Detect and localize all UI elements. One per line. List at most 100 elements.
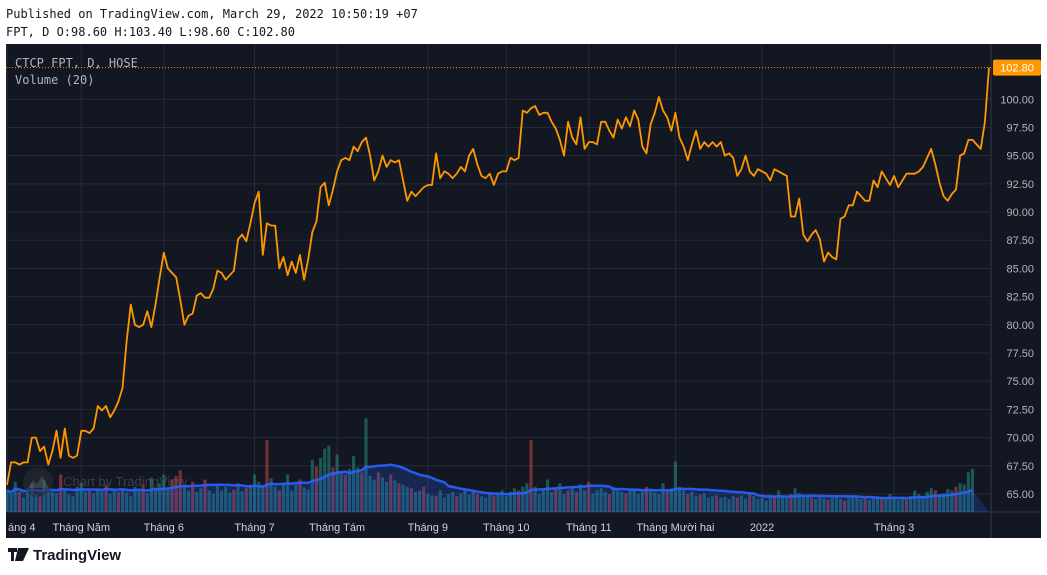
price-tick-label: 77.50 [1006,348,1034,360]
volume-bar [413,491,418,512]
footer-brand[interactable]: TradingView [8,546,121,564]
volume-bar [104,484,108,512]
volume-bar [21,497,26,512]
volume-bar [611,486,616,512]
volume-bar [624,493,628,512]
volume-bar [125,492,129,512]
time-tick-label: Tháng 11 [566,522,612,534]
chart-legend-volume[interactable]: Volume (20) [15,73,94,87]
volume-bar [570,486,574,512]
volume-bar [876,496,880,512]
time-tick-label: Tháng 10 [483,522,529,534]
volume-bar [253,474,257,512]
volume-bar [649,490,653,512]
volume-bar [830,497,834,512]
volume-bar [352,455,356,512]
volume-bar [867,499,871,512]
volume-bar [6,490,9,512]
volume-bar [38,496,42,512]
volume-bar [170,479,174,512]
grid [6,44,1041,538]
volume-bar [203,479,207,512]
volume-bar [100,491,104,512]
price-series [6,67,990,486]
volume-bar [87,490,92,512]
volume-bar [843,500,847,512]
volume-bar [834,496,838,512]
volume-bar [756,499,760,512]
volume-bar [347,468,352,512]
volume-bar [240,491,244,512]
volume-bar [657,494,661,512]
volume-bar [508,491,512,512]
volume-bar [75,486,79,512]
volume-bar [554,488,558,512]
volume-bar [748,494,752,512]
volume-bar [814,499,818,512]
volume-bar [360,472,364,512]
volume-bar [810,497,814,512]
volume-bar [54,493,59,512]
volume-bar [294,484,298,512]
volume-ma-area [7,464,989,512]
volume-bar [376,472,380,512]
volume-bar [727,499,731,512]
volume-bar [950,490,954,512]
volume-bar [496,494,500,512]
volume-bar [79,483,83,512]
volume-bar [871,498,876,512]
volume-bar [925,491,929,512]
volume-bar [562,494,566,512]
volume-bar [942,493,946,512]
volume-bar [632,490,636,512]
volume-bar [818,496,822,512]
volume-bar [319,458,323,512]
volume-bar [281,483,286,512]
price-tick-label: 70.00 [1006,433,1034,445]
volume-bar [467,494,471,512]
time-axis[interactable]: áng 4 Tháng Năm Tháng 6 Tháng 7 Tháng Tám Thá… [8,522,914,534]
volume-bar [257,481,261,512]
price-tick-label: 72.50 [1006,404,1034,416]
volume-bar [13,481,17,512]
volume-bar [521,486,525,512]
volume-bar [409,488,413,512]
price-chart[interactable]: 65.00 67.50 70.00 72.50 75.00 77.50 80.00 82.50… [6,44,1041,538]
volume-bar [186,490,191,512]
volume-bar [896,499,900,512]
time-tick-label: áng 4 [8,522,36,534]
volume-bar [781,496,785,512]
volume-bar [900,497,904,512]
volume-bar [702,493,706,512]
volume-bar [153,490,158,512]
volume-bar [108,494,112,512]
volume-bar [455,496,459,512]
volume-bar [933,490,937,512]
volume-bar [30,484,34,512]
volume-bar [438,490,442,512]
volume-bar [517,490,521,512]
volume-bar [566,490,570,512]
volume-bar [323,448,327,512]
volume-bar [772,496,777,512]
volume-bar [343,474,347,512]
volume-bar [884,499,888,512]
volume-bar [116,491,120,512]
chart-legend-symbol[interactable]: CTCP FPT, D, HOSE [15,56,138,70]
footer-brand-text: TradingView [33,547,122,564]
volume-bar [946,488,950,512]
price-axis[interactable]: 65.00 67.50 70.00 72.50 75.00 77.50 80.00 82.50… [1000,94,1034,501]
time-tick-label: Tháng 6 [144,522,184,534]
volume-bar [574,491,578,512]
volume-bar [298,479,302,512]
volume-ma [6,463,989,512]
volume-bar [372,479,376,512]
volume-bar [739,495,743,512]
price-tick-label: 67.50 [1006,461,1034,473]
volume-bar [620,491,624,512]
last-price-label: 102.80 [993,59,1041,76]
watermark-logo-icon [23,467,53,497]
volume-bar [162,474,166,512]
price-tick-label: 82.50 [1006,292,1034,304]
volume-bar [488,492,492,512]
